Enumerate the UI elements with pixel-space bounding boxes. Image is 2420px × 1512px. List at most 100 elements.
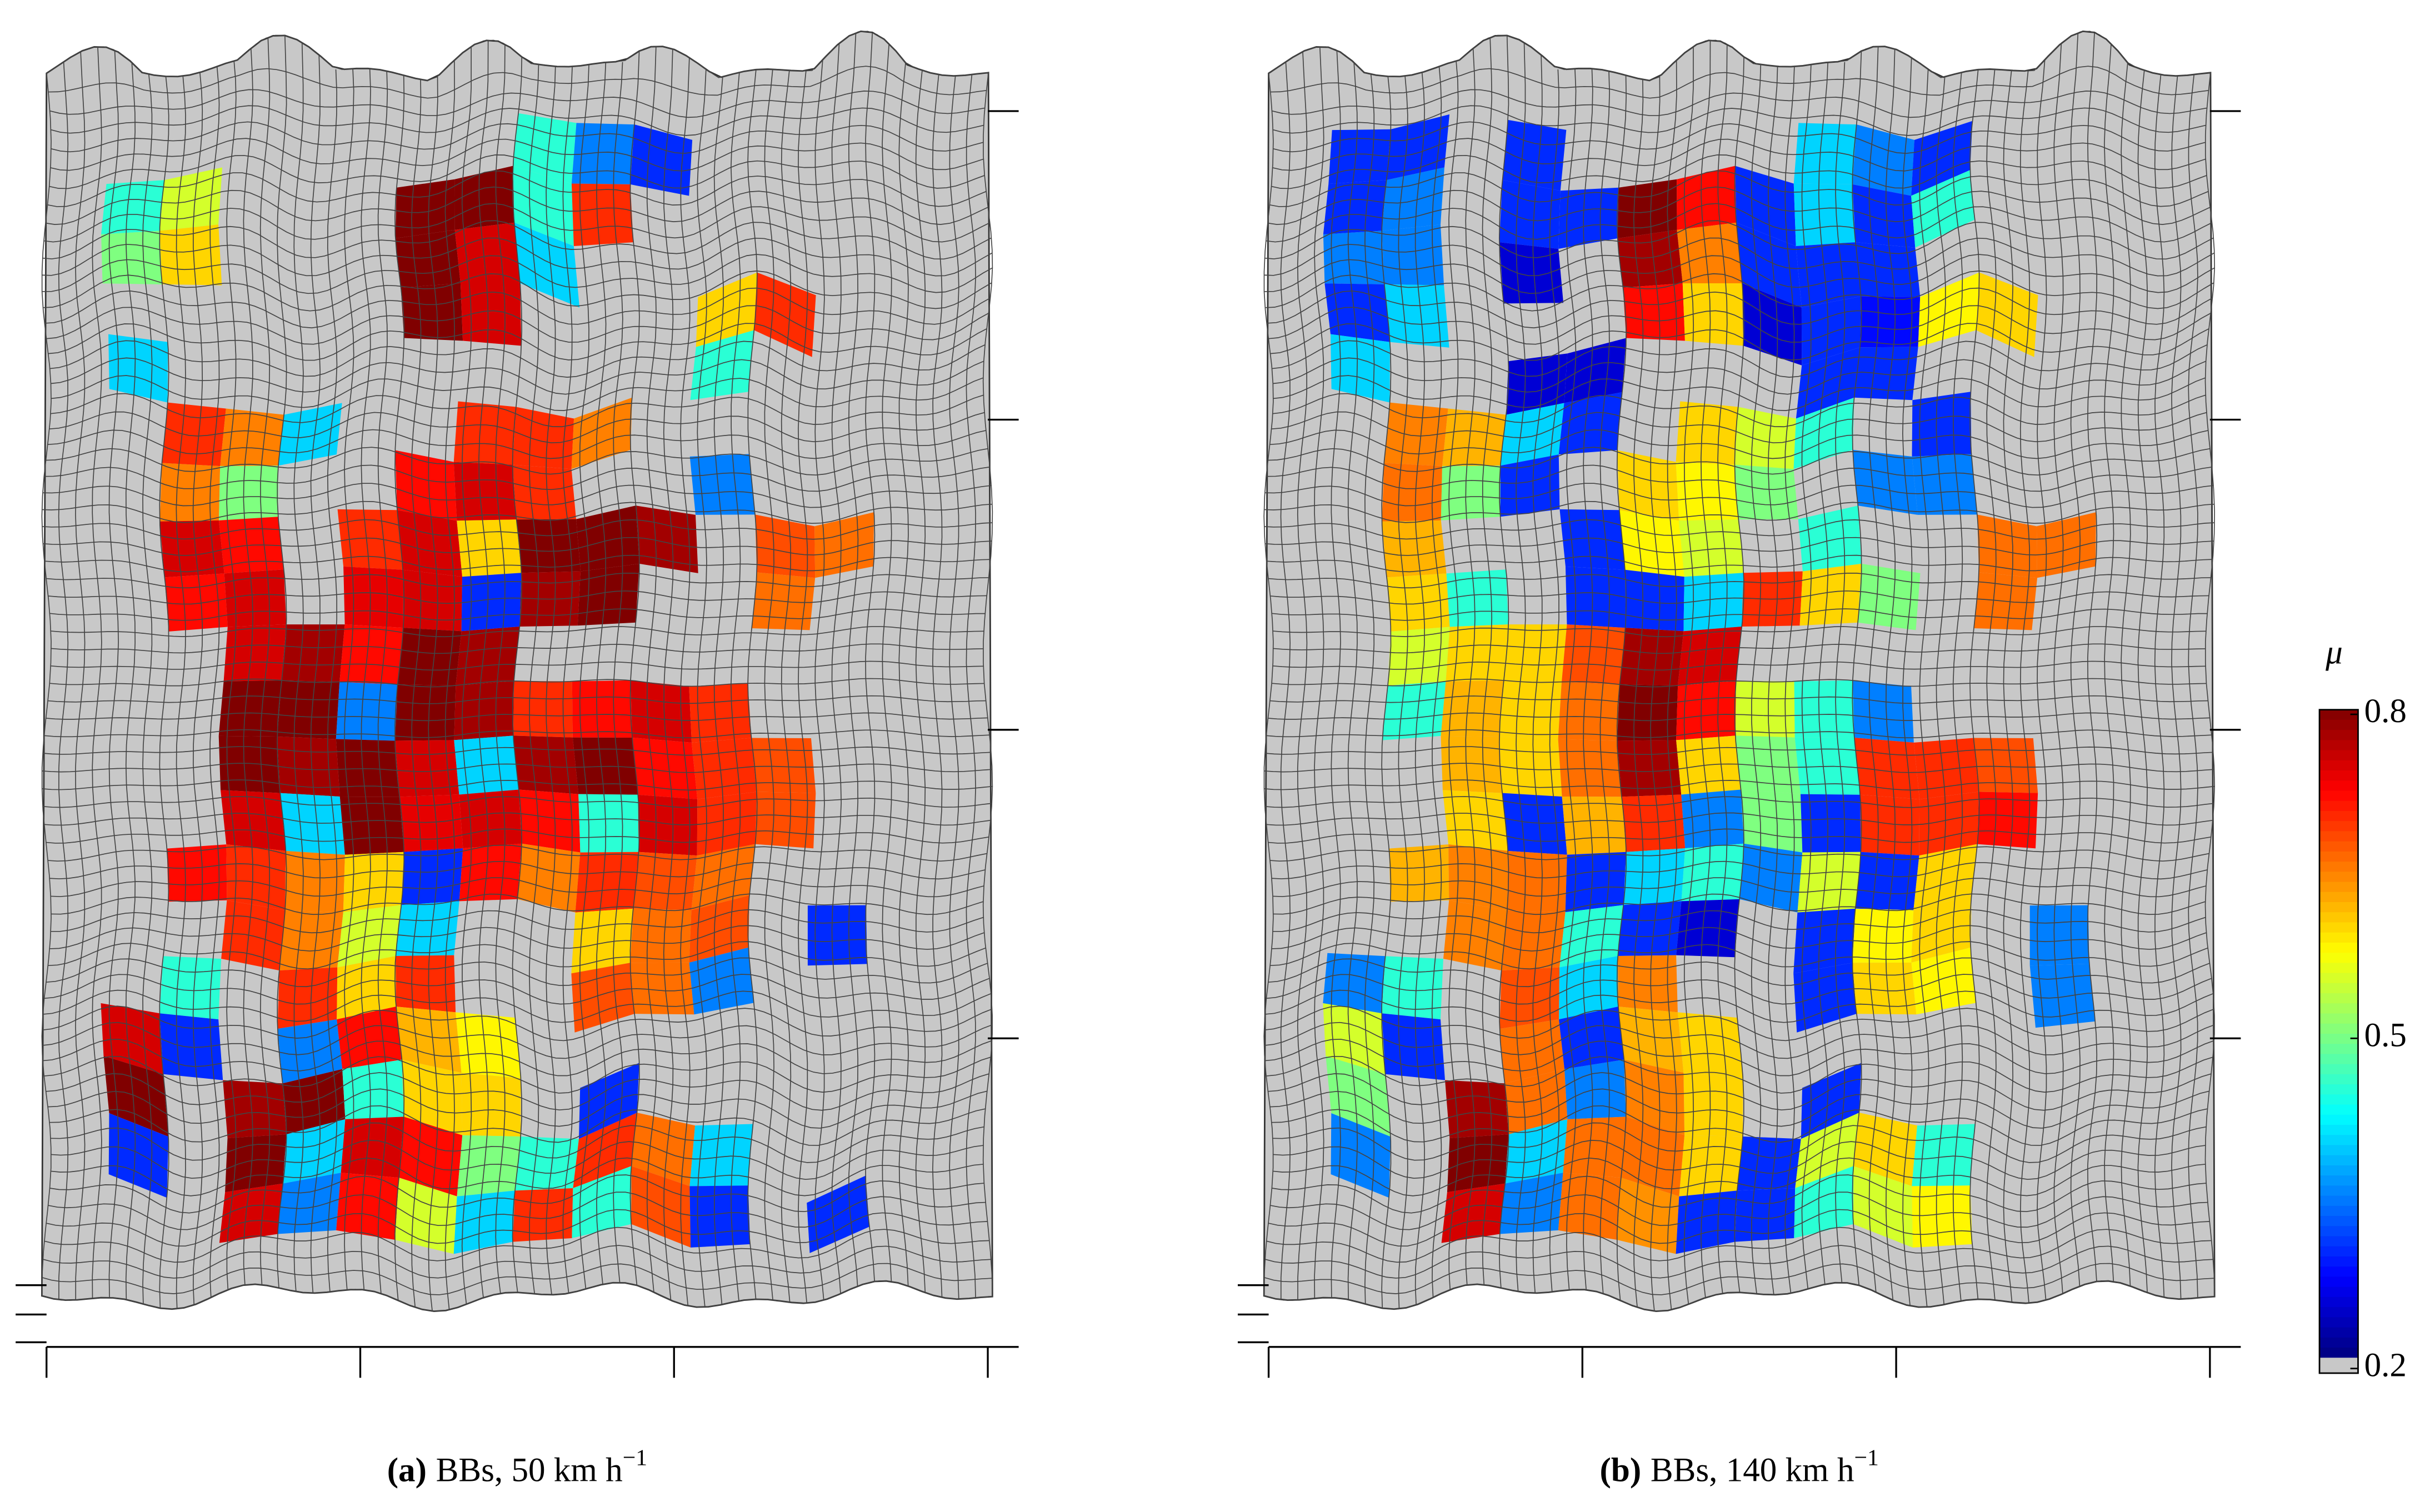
- mesh-line: [1549, 69, 1560, 1292]
- cell: [691, 844, 756, 910]
- colorbar-frame: [2318, 709, 2359, 1374]
- cell: [1504, 1069, 1568, 1135]
- cell: [1558, 187, 1619, 249]
- cell: [1499, 180, 1561, 249]
- mesh-line: [1784, 66, 1795, 1294]
- mesh-line: [2204, 72, 2216, 1297]
- cell: [1505, 1119, 1568, 1184]
- mesh-line: [2087, 32, 2098, 1282]
- cell: [280, 793, 345, 855]
- cell: [336, 1173, 399, 1240]
- cell: [277, 680, 340, 739]
- mesh-line: [1667, 60, 1677, 1310]
- cell: [1506, 353, 1568, 415]
- cell: [1677, 222, 1742, 283]
- colorbar-segment: [2319, 800, 2358, 812]
- cell: [572, 1166, 632, 1238]
- cell: [1676, 462, 1739, 521]
- cell: [1858, 563, 1921, 630]
- mesh-line: [142, 74, 153, 1304]
- cell: [454, 681, 514, 740]
- colorbar-tick-label: 0.8: [2364, 693, 2407, 730]
- mesh-line: [1902, 57, 1913, 1306]
- mesh-line: [831, 43, 842, 1294]
- colorbar-segment: [2319, 922, 2358, 934]
- colorbar-segment: [2319, 709, 2358, 721]
- cell: [1912, 1124, 1976, 1186]
- cell: [343, 852, 404, 913]
- colorbar-segment: [2319, 1033, 2358, 1045]
- cell: [1676, 1190, 1737, 1254]
- cell: [223, 624, 287, 682]
- cell: [1500, 454, 1560, 517]
- cell: [1502, 119, 1567, 191]
- cell: [1384, 402, 1448, 467]
- cell: [1860, 296, 1921, 348]
- cell: [1854, 737, 1920, 799]
- cell: [395, 450, 457, 521]
- cell: [223, 1080, 287, 1138]
- mesh-line: [731, 72, 741, 1301]
- mesh-line: [579, 64, 590, 1289]
- mesh-line: [1347, 62, 1358, 1300]
- mesh-line: [966, 74, 976, 1298]
- mesh-line: [1700, 40, 1711, 1298]
- cell: [1676, 681, 1736, 740]
- mesh-line: [1751, 64, 1762, 1294]
- cell: [396, 955, 456, 1013]
- mesh-line: [814, 59, 825, 1300]
- cell: [1564, 338, 1627, 403]
- cell: [689, 895, 749, 963]
- cell: [1499, 737, 1562, 797]
- mesh-line: [1734, 57, 1744, 1293]
- cell: [101, 231, 162, 284]
- cell: [689, 947, 754, 1015]
- colorbar-tick-label: 0.2: [2364, 1347, 2407, 1384]
- colorbar-segment: [2319, 892, 2358, 903]
- mesh-line: [1919, 69, 1929, 1308]
- mesh-line: [226, 61, 237, 1290]
- cell: [461, 1073, 521, 1136]
- cell: [1382, 224, 1444, 286]
- cell: [218, 680, 282, 737]
- mesh-line: [781, 70, 792, 1303]
- cell: [159, 167, 223, 231]
- cell: [1621, 1117, 1685, 1196]
- cell: [285, 850, 345, 913]
- mesh-line: [1331, 50, 1341, 1298]
- cell: [512, 407, 574, 469]
- mesh-line: [2104, 43, 2114, 1282]
- cell: [221, 790, 286, 851]
- colorbar-segment: [2319, 1135, 2358, 1146]
- cell: [1852, 908, 1914, 963]
- cell: [1448, 844, 1508, 910]
- cell: [631, 1166, 691, 1248]
- cell: [1683, 1073, 1743, 1136]
- cell: [689, 683, 752, 743]
- colorbar-null: [2319, 1358, 2358, 1374]
- cell: [1977, 514, 2038, 578]
- cell: [108, 334, 168, 403]
- mesh-line: [1952, 72, 1963, 1301]
- mesh-line: [1986, 69, 1997, 1300]
- mesh-line: [1263, 73, 1274, 1296]
- mesh-line: [1498, 35, 1509, 1288]
- cell: [1678, 626, 1742, 686]
- mesh-line: [1852, 51, 1862, 1286]
- mesh-line: [428, 76, 438, 1311]
- cell: [159, 463, 221, 522]
- cell: [453, 462, 517, 521]
- mesh-line: [125, 62, 136, 1300]
- cell: [1682, 283, 1744, 346]
- cell: [1387, 627, 1450, 686]
- cell: [336, 682, 398, 741]
- mesh-line: [361, 68, 371, 1290]
- cell: [1853, 1166, 1913, 1248]
- colorbar-segment: [2319, 1185, 2358, 1196]
- cell: [1382, 681, 1446, 740]
- mesh-line: [377, 71, 388, 1294]
- cell: [1558, 1173, 1621, 1240]
- mesh-line: [562, 66, 573, 1294]
- mesh-line: [629, 51, 640, 1286]
- colorbar-segment: [2319, 821, 2358, 832]
